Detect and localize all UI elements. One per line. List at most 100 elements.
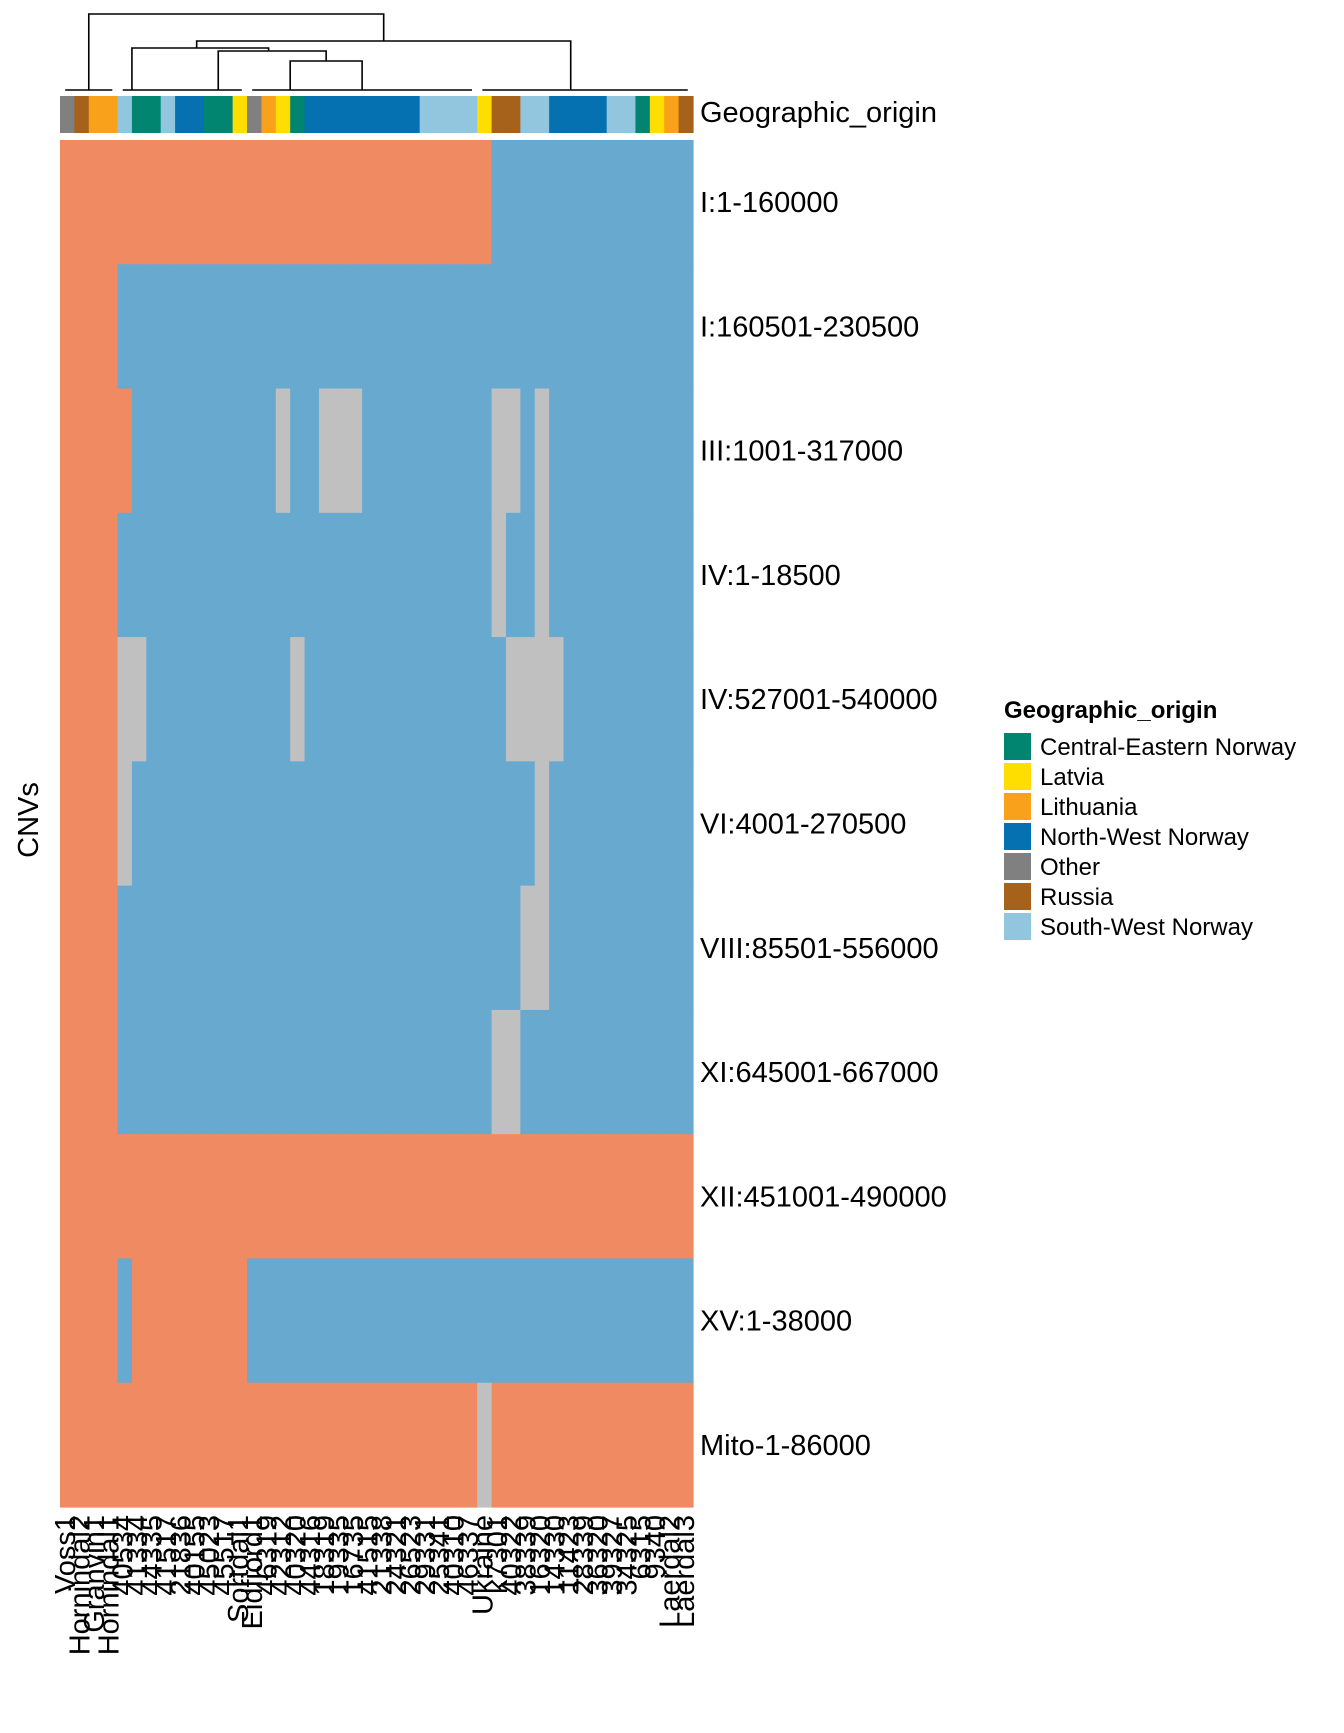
heatmap-cell [390, 885, 406, 1011]
heatmap-cell [635, 1134, 651, 1260]
heatmap-cell [592, 388, 608, 514]
heatmap-cell [549, 637, 565, 762]
heatmap-cell [419, 1258, 435, 1384]
heatmap-cell [477, 1382, 493, 1508]
heatmap-cell [146, 885, 162, 1011]
heatmap-cell [88, 1134, 104, 1260]
heatmap-cell [390, 388, 406, 514]
heatmap-cell [390, 1382, 406, 1508]
heatmap-cell [347, 637, 363, 762]
heatmap-cell [419, 637, 435, 762]
heatmap-cell [635, 1382, 651, 1508]
heatmap-cell [434, 885, 450, 1011]
heatmap-cell [376, 761, 392, 887]
heatmap-cell [606, 512, 622, 638]
heatmap-cell [405, 1258, 421, 1384]
heatmap-cell [146, 1382, 162, 1508]
heatmap-cell [218, 761, 234, 887]
dendrogram-branch [217, 50, 327, 90]
heatmap-cell [577, 1134, 593, 1260]
heatmap-cell [232, 1134, 248, 1260]
heatmap-cell [549, 1382, 565, 1508]
heatmap-cell [175, 1382, 191, 1508]
heatmap-cell [577, 1258, 593, 1384]
legend-title: Geographic_origin [1004, 697, 1217, 724]
heatmap-cell [462, 388, 478, 514]
heatmap-cell [275, 1258, 291, 1384]
heatmap-cell [505, 1382, 521, 1508]
heatmap-cells [60, 140, 694, 1508]
heatmap-cell [549, 140, 565, 265]
heatmap-cell [74, 885, 90, 1011]
column-label: 19335 [324, 1515, 356, 1596]
heatmap-cell [203, 637, 219, 762]
heatmap-cell [347, 264, 363, 390]
heatmap-cell [419, 140, 435, 265]
heatmap-cell [175, 264, 191, 390]
annotation-cell-Eidfjord1 [247, 96, 263, 133]
annotation-cell-25341 [434, 96, 450, 133]
heatmap-cell [275, 512, 291, 638]
heatmap-cell [203, 512, 219, 638]
heatmap-cell [563, 1258, 579, 1384]
heatmap-cell [462, 1009, 478, 1135]
annotation-cell-16320 [534, 96, 550, 133]
heatmap-cell [505, 140, 521, 265]
heatmap-cell [592, 1382, 608, 1508]
heatmap-cell [247, 140, 263, 265]
heatmap-cell [649, 388, 665, 514]
annotation-cell-44316 [304, 96, 320, 133]
heatmap-cell [405, 637, 421, 762]
heatmap-cell [131, 885, 147, 1011]
heatmap-cell [275, 388, 291, 514]
row-label: XV:1-38000 [700, 1306, 852, 1338]
column-label: 21338 [367, 1515, 399, 1596]
heatmap-cell [520, 1382, 536, 1508]
heatmap-cell [505, 512, 521, 638]
heatmap-cell [189, 512, 205, 638]
heatmap-cell [60, 512, 75, 638]
heatmap-cell [333, 140, 349, 265]
heatmap-cell [649, 1134, 665, 1260]
heatmap-cell [304, 388, 320, 514]
heatmap-cell [290, 1382, 306, 1508]
heatmap-cell [117, 1382, 133, 1508]
heatmap-cell [477, 512, 493, 638]
heatmap-cell [146, 1258, 162, 1384]
heatmap-cell [448, 512, 464, 638]
column-label: Hornindal1 [93, 1515, 125, 1655]
heatmap-cell [218, 1382, 234, 1508]
column-label: Voss1 [50, 1515, 82, 1594]
heatmap-cell [649, 1009, 665, 1135]
heatmap-cell [304, 885, 320, 1011]
heatmap-cell [635, 512, 651, 638]
heatmap-cell [534, 512, 550, 638]
heatmap-cell [290, 885, 306, 1011]
heatmap-cell [606, 388, 622, 514]
heatmap-cell [520, 885, 536, 1011]
heatmap-cell [203, 140, 219, 265]
heatmap-cell [376, 1009, 392, 1135]
heatmap-cell [592, 1009, 608, 1135]
heatmap-cell [390, 1134, 406, 1260]
heatmap-cell [88, 264, 104, 390]
heatmap-cell [189, 264, 205, 390]
heatmap-cell [232, 761, 248, 887]
heatmap-cell [232, 637, 248, 762]
legend-swatch [1004, 793, 1031, 820]
heatmap-cell [290, 140, 306, 265]
heatmap-cell [189, 761, 205, 887]
heatmap-cell [88, 637, 104, 762]
heatmap-cell [60, 885, 75, 1011]
heatmap-cell [117, 761, 133, 887]
heatmap-cell [635, 1258, 651, 1384]
heatmap-cell [491, 388, 507, 514]
heatmap-cell [333, 1134, 349, 1260]
heatmap-cell [160, 1134, 176, 1260]
heatmap-cell [534, 637, 550, 762]
heatmap-cell [247, 761, 263, 887]
row-label: Mito-1-86000 [700, 1430, 871, 1462]
row-label: XII:451001-490000 [700, 1181, 947, 1213]
heatmap-cell [175, 1258, 191, 1384]
column-label: k7301 [482, 1515, 514, 1594]
